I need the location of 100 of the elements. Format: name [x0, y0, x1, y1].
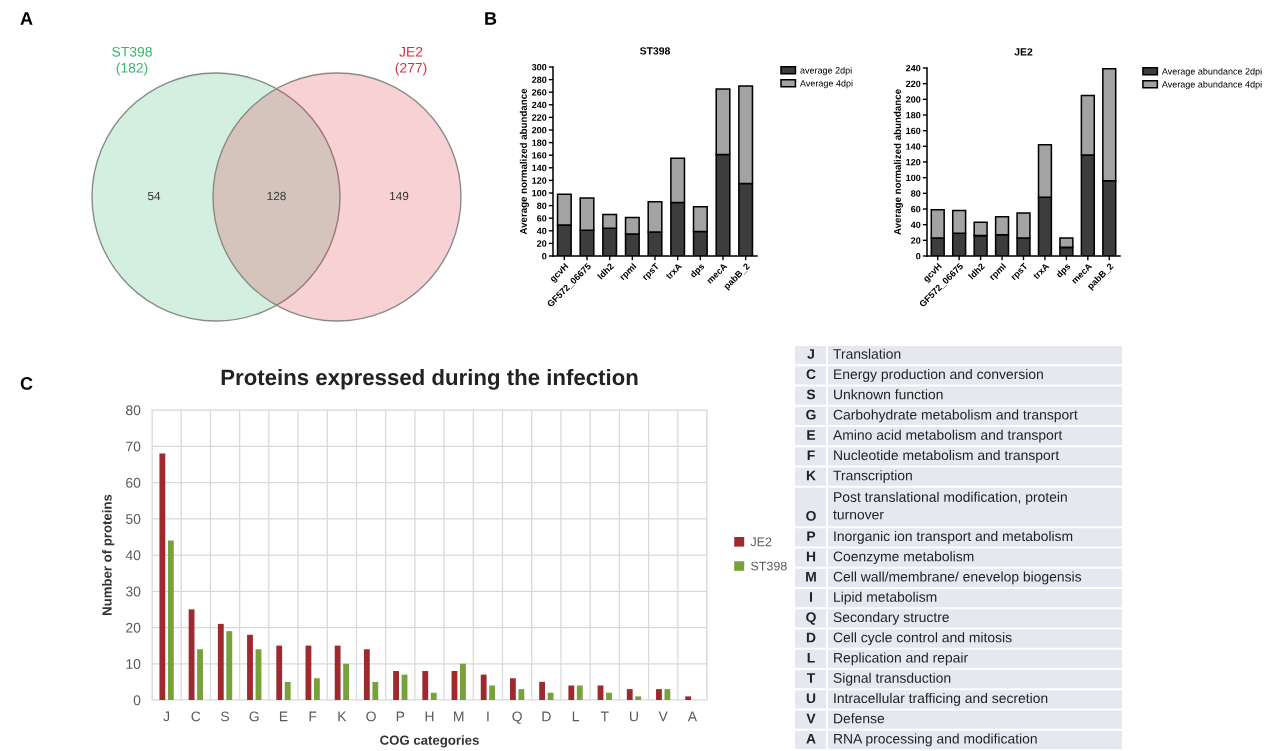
category-label: Transcription [833, 470, 912, 484]
category-label: ST398 [112, 46, 152, 57]
category-label: Q [806, 612, 816, 625]
bar [480, 674, 487, 700]
x-tick-label: A [687, 711, 697, 722]
category-label: RNA processing and modification [834, 733, 1037, 747]
category-label: U [806, 693, 816, 704]
x-tick-label: D [542, 711, 551, 722]
y-tick-label: 60 [911, 205, 921, 213]
category-label: P [807, 531, 816, 541]
y-tick-label: 120 [532, 177, 547, 184]
x-tick-label: O [366, 711, 376, 722]
x-tick-label: trxA [665, 262, 683, 280]
y-tick-label: 20 [537, 240, 547, 247]
bar [197, 649, 203, 700]
bar [539, 681, 546, 700]
chart-title: ST398 [639, 47, 671, 55]
x-tick-label: K [338, 711, 347, 722]
bar [606, 692, 612, 700]
bar [188, 609, 195, 700]
category-label: JE2 [399, 46, 423, 57]
category-label: Carbohydrate metabolism and transport [833, 409, 1078, 423]
text: 54 [147, 191, 161, 201]
bar [489, 685, 496, 700]
category-label: E [807, 430, 816, 440]
y-tick-label: 100 [906, 174, 921, 182]
y-tick-label: 300 [531, 63, 547, 71]
category-label: Post translational modification, protein turnover [833, 491, 1067, 520]
category-label: F [807, 450, 815, 460]
bar [576, 685, 583, 700]
y-tick-label: 0 [542, 252, 547, 260]
category-label: M [806, 571, 816, 582]
y-tick-label: 220 [532, 114, 547, 121]
x-tick-label: E [279, 711, 288, 722]
y-tick-label: 70 [126, 441, 141, 452]
y-tick-label: 20 [126, 622, 141, 633]
y-tick-label: 0 [916, 252, 921, 260]
x-tick-label: T [600, 711, 609, 722]
category-label: Unknown function [834, 389, 943, 400]
category-label: D [806, 632, 816, 643]
category-label: L [807, 652, 815, 663]
x-tick-label: C [191, 711, 201, 722]
category-label: Translation [833, 348, 901, 359]
y-tick-label: 50 [126, 514, 141, 524]
legend-label: JE2 [750, 537, 772, 547]
category-label: S [806, 389, 816, 400]
bar [656, 689, 662, 700]
category-label: Cell cycle control and mitosis [833, 632, 1012, 646]
y-tick-label: 120 [906, 158, 921, 166]
bar [363, 649, 370, 700]
y-tick-label: 40 [536, 227, 547, 235]
legend-label: Average 4dpi [799, 79, 853, 89]
bar [393, 671, 399, 700]
y-tick-label: 280 [532, 76, 547, 83]
bar [430, 692, 437, 700]
bar [217, 623, 224, 700]
y-tick-label: 160 [906, 127, 921, 135]
bar [276, 645, 283, 700]
bar [313, 678, 320, 700]
x-tick-label: G [249, 711, 259, 722]
y-tick-label: 0 [133, 695, 141, 706]
legend-label: ST398 [751, 561, 787, 571]
bar [226, 631, 233, 700]
bar [284, 681, 291, 700]
category-label: Cell wall/membrane/ enevelop biogensis [833, 571, 1082, 585]
y-tick-label: 40 [910, 221, 921, 229]
x-tick-label: dps [1055, 262, 1073, 280]
y-tick-label: 40 [125, 550, 141, 561]
y-tick-label: 80 [537, 202, 547, 209]
category-label: Nucleotide metabolism and transport [834, 449, 1060, 463]
y-tick-label: 140 [906, 143, 921, 150]
category-label: Amino acid metabolism and transport [833, 429, 1063, 443]
y-tick-label: 180 [906, 111, 921, 119]
y-tick-label: 80 [126, 405, 141, 416]
y-tick-label: 240 [532, 101, 547, 109]
category-label: Energy production and conversion [834, 368, 1043, 382]
chart-title: JE2 [1014, 48, 1033, 56]
category-label: K [806, 470, 816, 481]
bar [460, 663, 466, 700]
bar [685, 696, 692, 700]
x-tick-label: trxA [1032, 262, 1050, 280]
x-tick-label: U [630, 711, 638, 722]
x-tick-label: M [454, 711, 464, 722]
y-axis-title: Average normalized abundance [519, 88, 529, 235]
bar [343, 663, 350, 700]
y-tick-label: 80 [911, 190, 921, 197]
chart-title: Proteins expressed during the infection [221, 368, 638, 390]
y-tick-label: 20 [911, 237, 921, 244]
x-tick-label: L [572, 711, 579, 722]
bar [159, 453, 166, 700]
y-tick-label: 140 [532, 164, 547, 172]
category-label: G [806, 409, 816, 420]
category-label: Signal transduction [833, 672, 951, 686]
x-tick-label: V [658, 711, 668, 722]
category-label: T [806, 673, 816, 683]
text: 149 [390, 191, 409, 201]
text: (182) [116, 62, 148, 76]
category-label: Replication and repair [834, 652, 968, 666]
x-tick-label: P [396, 711, 405, 722]
bar [372, 681, 379, 700]
